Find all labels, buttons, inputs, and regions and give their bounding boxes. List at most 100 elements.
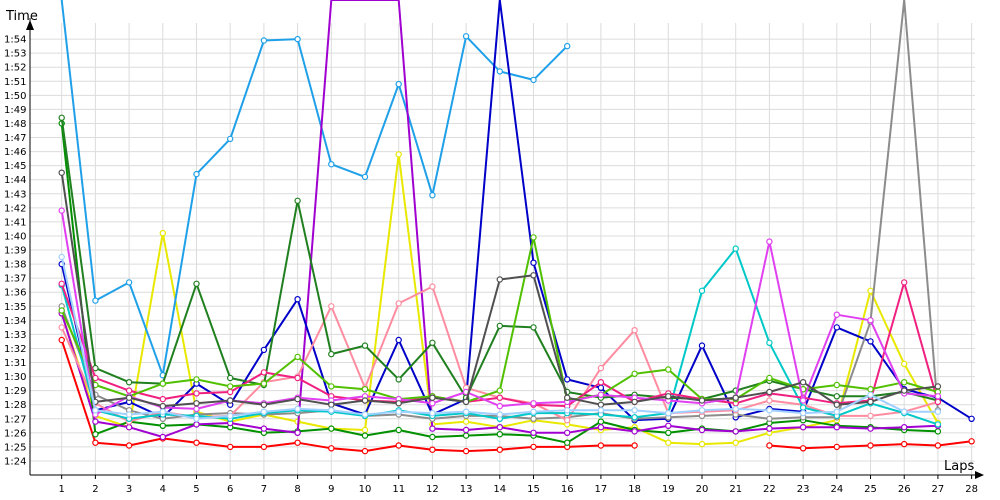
x-tick-label: 12 <box>426 484 439 495</box>
data-point <box>496 394 503 401</box>
data-point <box>159 433 166 441</box>
data-point <box>125 394 133 401</box>
data-point <box>631 428 638 435</box>
data-point <box>934 408 942 415</box>
data-point <box>260 443 268 451</box>
data-point <box>665 429 672 436</box>
data-point <box>530 429 537 436</box>
x-tick-label: 6 <box>227 484 233 495</box>
data-point <box>766 339 773 346</box>
x-tick-labels: 1 2 3 4 5 6 7 8 9 10 11 12 13 14 15 16 17 18 19 20 21 22 23 24 2… <box>58 484 978 495</box>
y-tick-label: 1:48 <box>4 119 26 130</box>
data-point <box>429 283 436 290</box>
data-point <box>698 440 706 448</box>
data-point <box>193 280 200 287</box>
data-point <box>92 297 99 304</box>
data-point <box>125 411 133 418</box>
data-point <box>294 197 301 204</box>
x-tick-label: 15 <box>527 484 540 495</box>
data-point <box>92 407 99 414</box>
data-point <box>665 366 672 373</box>
data-point <box>564 417 571 424</box>
data-point <box>226 388 234 396</box>
data-point <box>361 426 369 434</box>
data-point <box>698 287 706 294</box>
data-point <box>226 135 234 143</box>
y-axis-arrow <box>26 20 34 30</box>
data-point <box>159 408 166 415</box>
data-point <box>260 408 268 415</box>
data-point <box>901 424 908 431</box>
data-point <box>395 400 402 407</box>
data-point <box>361 342 369 349</box>
data-point <box>429 394 436 401</box>
data-point <box>328 445 335 452</box>
data-point <box>496 446 503 453</box>
data-point <box>159 395 166 403</box>
y-tick-label: 1:50 <box>4 91 26 102</box>
data-point <box>530 408 537 415</box>
data-point <box>429 400 436 407</box>
data-point <box>799 424 807 431</box>
data-point <box>833 424 841 431</box>
data-point <box>799 404 807 411</box>
data-point <box>934 398 942 406</box>
data-point <box>766 397 773 404</box>
y-tick-label: 1:34 <box>4 316 26 327</box>
data-point <box>867 398 874 406</box>
data-point <box>665 409 672 417</box>
series-lines <box>58 0 975 455</box>
data-point <box>833 311 841 318</box>
data-point <box>833 443 841 451</box>
data-point <box>193 390 200 397</box>
data-point <box>294 296 301 303</box>
data-point <box>193 421 200 428</box>
data-point <box>496 276 503 283</box>
data-point <box>260 401 268 408</box>
data-point <box>496 322 503 330</box>
x-tick-label: 23 <box>797 484 810 495</box>
y-tick-label: 1:28 <box>4 400 26 411</box>
data-point <box>496 402 503 410</box>
data-point <box>698 397 706 404</box>
data-point <box>193 415 200 422</box>
x-axis-title: Laps <box>944 459 974 474</box>
data-point <box>226 397 234 404</box>
x-tick-label: 17 <box>595 484 608 495</box>
x-tick-label: 26 <box>898 484 911 495</box>
data-point <box>226 443 234 451</box>
x-tick-label: 25 <box>864 484 877 495</box>
data-point <box>361 447 369 455</box>
data-point <box>260 425 268 432</box>
data-point <box>766 442 773 449</box>
data-point <box>496 387 503 394</box>
data-point <box>395 408 402 415</box>
data-point <box>597 418 605 425</box>
y-tick-label: 1:43 <box>4 189 26 200</box>
data-point <box>361 397 369 404</box>
data-point <box>867 317 874 324</box>
series-line <box>60 0 568 377</box>
data-point <box>665 393 672 400</box>
y-tick-label: 1:40 <box>4 231 26 242</box>
data-point <box>901 387 908 394</box>
x-tick-label: 18 <box>628 484 641 495</box>
data-point <box>631 398 638 406</box>
data-point <box>766 374 773 382</box>
data-point <box>462 408 470 415</box>
y-tick-labels: 1:24 1:25 1:26 1:27 1:28 1:29 1:30 1:31 1:32 1:33… <box>4 35 26 468</box>
data-point <box>294 405 301 413</box>
data-point <box>564 376 571 383</box>
data-point <box>58 336 65 344</box>
y-tick-label: 1:25 <box>4 442 26 453</box>
series-1 <box>58 336 975 455</box>
data-point <box>226 383 234 390</box>
y-tick-label: 1:26 <box>4 428 26 439</box>
data-point <box>58 114 65 122</box>
data-point <box>833 401 841 408</box>
x-tick-label: 16 <box>561 484 574 495</box>
x-tick-label: 21 <box>729 484 742 495</box>
data-point <box>496 411 503 418</box>
data-point <box>294 35 301 43</box>
data-point <box>799 379 807 386</box>
